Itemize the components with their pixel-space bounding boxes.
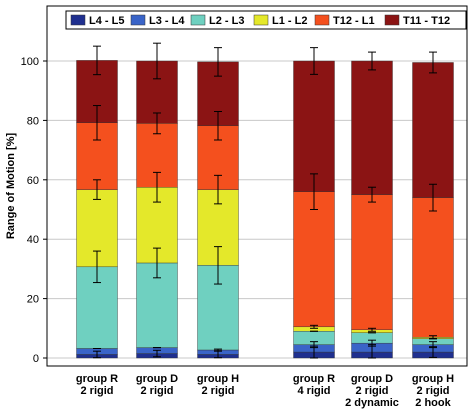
y-tick-label: 0: [33, 353, 39, 365]
legend-item: L3 - L4: [130, 14, 185, 27]
legend-swatch: [384, 14, 400, 26]
error-bar: [429, 335, 437, 340]
bar-segment-t11-t12: [412, 62, 454, 198]
error-bar: [368, 51, 376, 71]
legend-swatch: [314, 14, 330, 26]
legend-label: L1 - L2: [272, 15, 307, 27]
y-tick-label: 100: [21, 56, 39, 68]
legend-item: L1 - L2: [253, 14, 307, 27]
x-tick-label: 2 rigid: [80, 385, 113, 397]
legend-item: L4 - L5: [70, 14, 124, 27]
legend-label: L4 - L5: [89, 15, 124, 27]
legend-label: T12 - L1: [333, 15, 375, 27]
x-tick-label: group H: [197, 373, 239, 385]
plot-frame: [46, 5, 468, 367]
y-axis-label: Range of Motion [%]: [5, 133, 17, 240]
bar-segment-t12-l1: [293, 191, 335, 328]
x-tick-label: 2 dynamic: [345, 397, 399, 409]
error-bar: [310, 173, 318, 210]
legend-swatch: [190, 14, 206, 26]
error-bar: [93, 105, 101, 141]
x-tick-label: group R: [293, 373, 335, 385]
x-tick-label: group D: [351, 373, 393, 385]
y-tick-label: 60: [27, 175, 39, 187]
x-tick-label: 2 rigid: [416, 385, 449, 397]
error-bar: [429, 341, 437, 349]
error-bar: [93, 45, 101, 76]
x-tick-label: group D: [136, 373, 178, 385]
error-bar: [310, 47, 318, 75]
legend-item: T11 - T12: [384, 14, 450, 27]
error-bar: [153, 112, 161, 135]
error-bar: [310, 341, 318, 349]
legend-swatch: [130, 14, 146, 26]
y-tick-label: 80: [27, 115, 39, 127]
x-tick-label: group R: [76, 373, 118, 385]
y-tick-label: 40: [27, 234, 39, 246]
legend-label: T11 - T12: [403, 15, 450, 27]
x-tick-label: group H: [412, 373, 454, 385]
error-bar: [214, 348, 222, 352]
bar-segment-t11-t12: [293, 60, 335, 192]
legend-swatch: [70, 14, 86, 26]
legend-label: L3 - L4: [149, 15, 185, 27]
x-tick-label: 2 hook: [415, 397, 451, 409]
legend-label: L2 - L3: [209, 15, 244, 27]
error-bar: [429, 51, 437, 74]
error-bar: [93, 179, 101, 200]
x-tick-label: 4 rigid: [297, 385, 330, 397]
bar-segment-t12-l1: [76, 122, 118, 190]
legend-item: L2 - L3: [190, 14, 244, 27]
error-bar: [153, 349, 161, 358]
x-tick-label: 2 rigid: [140, 385, 173, 397]
error-bar: [368, 339, 376, 347]
error-bar: [214, 110, 222, 141]
error-bar: [93, 250, 101, 284]
error-bar: [153, 171, 161, 203]
legend-item: T12 - L1: [314, 14, 375, 27]
error-bar: [368, 327, 376, 332]
error-bar: [310, 324, 318, 329]
error-bar: [153, 42, 161, 80]
bar-segment-t12-l1: [351, 194, 393, 330]
legend-swatch: [253, 14, 269, 26]
error-bar: [429, 183, 437, 212]
y-tick-label: 20: [27, 294, 39, 306]
x-tick-label: 2 rigid: [355, 385, 388, 397]
legend: L4 - L5 L3 - L4 L2 - L3 L1 - L2 T12 - L1 T11 …: [65, 10, 467, 30]
error-bar: [214, 246, 222, 285]
error-bar: [93, 350, 101, 359]
error-bars-layer: [93, 42, 437, 359]
error-bar: [368, 186, 376, 203]
bar-segment-t12-l1: [412, 197, 454, 338]
bar-segment-t11-t12: [351, 60, 393, 195]
error-bar: [214, 174, 222, 205]
x-tick-label: 2 rigid: [201, 385, 234, 397]
error-bar: [153, 247, 161, 279]
error-bar: [214, 47, 222, 77]
